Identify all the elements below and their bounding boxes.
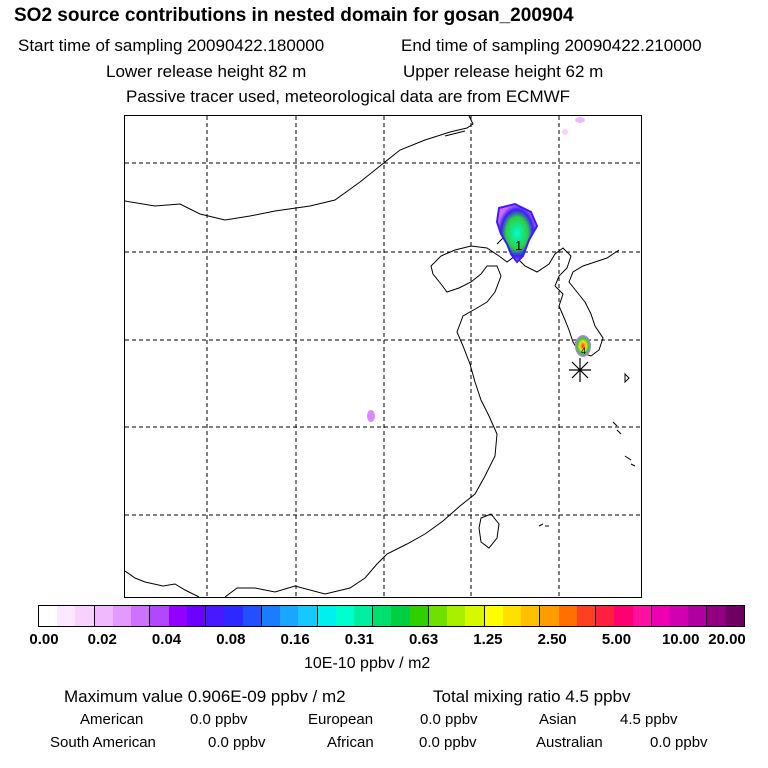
colorbar-segment: [428, 606, 448, 626]
contour-label: 1: [515, 238, 522, 253]
colorbar-tick-label: 20.00: [708, 631, 746, 648]
colorbar-segment: [150, 606, 169, 626]
colorbar-unit: 10E-10 ppbv / m2: [304, 655, 431, 672]
colorbar-segment: [596, 606, 615, 626]
tracer-note: Passive tracer used, meteorological data…: [126, 87, 571, 106]
colorbar-segment: [502, 606, 522, 626]
colorbar-segment: [688, 606, 708, 626]
colorbar-segment: [373, 606, 392, 626]
australian-value: 0.0 ppbv: [650, 734, 708, 751]
colorbar-tick-label: 10.00: [661, 631, 700, 648]
colorbar-segment: [725, 606, 744, 626]
european-label: European: [308, 711, 374, 728]
colorbar-segment: [651, 606, 670, 626]
colorbar-segment: [391, 606, 410, 626]
receptor-star-icon: [569, 358, 591, 382]
australian-label: Australian: [536, 734, 603, 751]
african-label: African: [327, 734, 374, 751]
colorbar-segment: [168, 606, 187, 626]
colorbar-tick-label: 0.31: [344, 631, 374, 648]
concentration-plumes: [367, 117, 591, 422]
colorbar-segment: [206, 606, 225, 626]
chart-title: SO2 source contributions in nested domai…: [14, 5, 574, 26]
colorbar-segment: [317, 606, 336, 626]
asian-value: 4.5 ppbv: [620, 711, 678, 728]
colorbar-segment: [224, 606, 243, 626]
coastlines: [125, 116, 636, 597]
colorbar-tick-label: 0.08: [216, 631, 246, 648]
colorbar-tick-label: 1.25: [473, 631, 503, 648]
colorbar-segment: [521, 606, 541, 626]
colorbar-segment: [298, 606, 318, 626]
asian-label: Asian: [539, 711, 577, 728]
european-value: 0.0 ppbv: [420, 711, 478, 728]
colorbar-tick-label: 0.04: [151, 631, 182, 648]
colorbar-segment: [75, 606, 95, 626]
total-mixing-ratio: Total mixing ratio 4.5 ppbv: [433, 687, 631, 706]
map-panel: 1 4: [124, 115, 642, 598]
colorbar-segment: [558, 606, 577, 626]
colorbar-segment: [409, 606, 429, 626]
colorbar-tick-label: 0.00: [29, 631, 59, 648]
colorbar-segment: [447, 606, 466, 626]
colorbar-tick-label: 0.16: [280, 631, 310, 648]
south-american-label: South American: [50, 734, 156, 751]
contour-label-small: 4: [581, 346, 586, 356]
colorbar-segment: [94, 606, 113, 626]
colorbar-segment: [112, 606, 132, 626]
colorbar-segment: [280, 606, 299, 626]
colorbar-segment: [186, 606, 207, 626]
colorbar-tick-label: 2.50: [537, 631, 567, 648]
colorbar-segment: [484, 606, 503, 626]
lower-release-height: Lower release height 82 m: [106, 62, 307, 81]
maximum-value: Maximum value 0.906E-09 ppbv / m2: [64, 687, 346, 706]
colorbar-segment: [614, 606, 633, 626]
colorbar-segment: [242, 606, 262, 626]
colorbar-segment: [57, 606, 76, 626]
colorbar-segment: [540, 606, 559, 626]
colorbar-tick-label: 5.00: [601, 631, 632, 648]
south-american-value: 0.0 ppbv: [208, 734, 266, 751]
colorbar-segment: [707, 606, 726, 626]
american-value: 0.0 ppbv: [190, 711, 248, 728]
start-time: Start time of sampling 20090422.180000: [18, 36, 325, 55]
colorbar-segment: [576, 606, 597, 626]
colorbar: [38, 605, 745, 627]
colorbar-segment: [261, 606, 281, 626]
colorbar-tick-label: 0.63: [409, 631, 439, 648]
african-value: 0.0 ppbv: [419, 734, 477, 751]
colorbar-tick-label: 0.02: [87, 631, 117, 648]
colorbar-segment: [465, 606, 485, 626]
colorbar-segment: [632, 606, 652, 626]
colorbar-segment: [131, 606, 151, 626]
colorbar-segment: [335, 606, 354, 626]
colorbar-segment: [353, 606, 374, 626]
grid-lines: [125, 116, 641, 597]
end-time: End time of sampling 20090422.210000: [401, 36, 702, 55]
colorbar-segment: [669, 606, 689, 626]
american-label: American: [80, 711, 144, 728]
colorbar-segment: [39, 606, 58, 626]
map-canvas: 1 4: [125, 116, 641, 597]
upper-release-height: Upper release height 62 m: [403, 62, 604, 81]
